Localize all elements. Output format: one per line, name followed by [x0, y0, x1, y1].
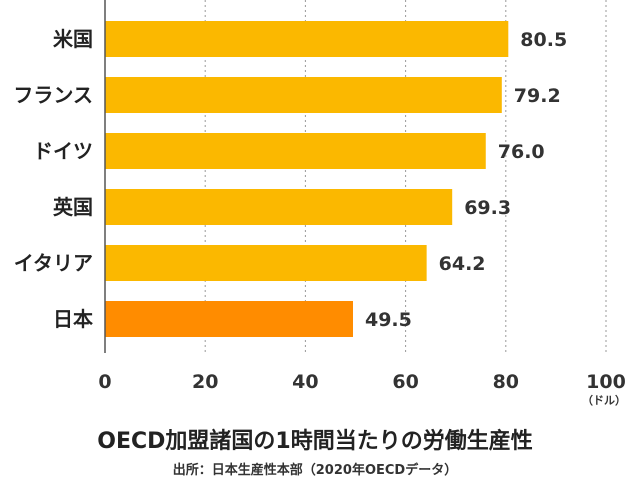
data-label: 79.2	[514, 85, 561, 107]
x-tick-label: 80	[493, 371, 519, 393]
category-label: ドイツ	[33, 139, 93, 163]
x-tick-label: 40	[292, 371, 318, 393]
x-tick-label: 0	[98, 371, 111, 393]
bar	[105, 189, 453, 225]
x-tick-label: 20	[192, 371, 218, 393]
category-label: イタリア	[14, 251, 93, 275]
data-label: 80.5	[520, 29, 567, 51]
data-label: 69.3	[464, 197, 511, 219]
chart-title: OECD加盟諸国の1時間当たりの労働生産性	[97, 429, 533, 454]
bar	[105, 245, 427, 281]
category-label: 米国	[53, 27, 93, 51]
bar	[105, 77, 502, 113]
x-tick-label: 100	[586, 371, 626, 393]
bar-chart: 米国 80.5 フランス 79.2 ドイツ 76.0 英国 69.3 イタリア 64.2 日本 49.…	[13, 0, 626, 407]
bar	[105, 21, 509, 57]
category-label: 日本	[53, 307, 93, 331]
x-unit-label: （ドル）	[582, 394, 626, 407]
x-tick-label: 60	[392, 371, 418, 393]
data-label: 64.2	[439, 253, 486, 275]
bar	[105, 301, 353, 337]
data-label: 49.5	[365, 309, 412, 331]
category-label: 英国	[53, 195, 93, 219]
data-label: 76.0	[498, 141, 545, 163]
chart-source: 出所：日本生産性本部（2020年OECDデータ）	[172, 463, 458, 478]
bar	[105, 133, 486, 169]
category-label: フランス	[13, 83, 93, 107]
